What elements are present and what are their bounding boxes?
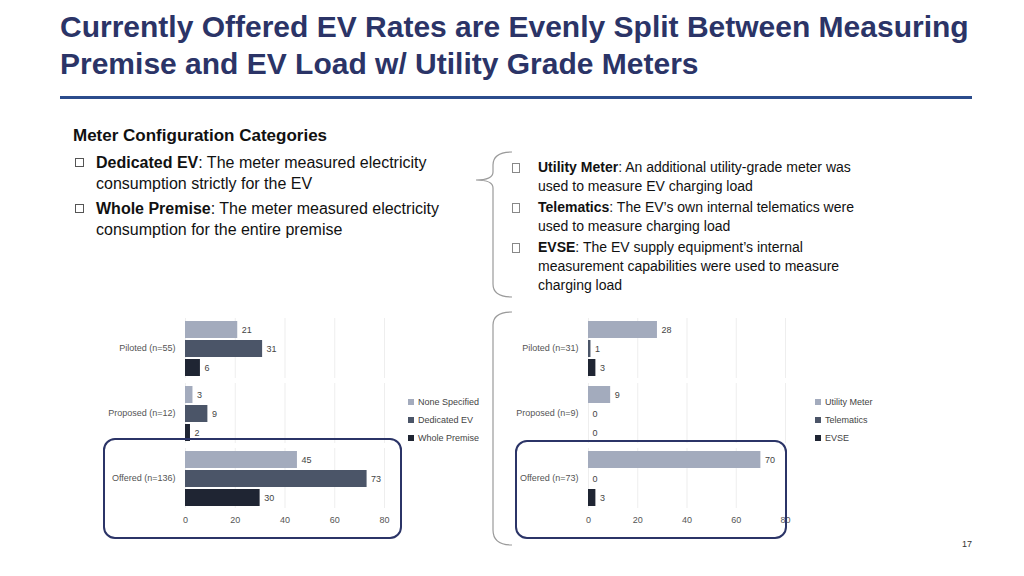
svg-text:60: 60 xyxy=(330,515,340,525)
svg-text:0: 0 xyxy=(593,474,598,484)
html-text:Utility Meter: Utility Meter xyxy=(825,397,873,407)
svg-text:Offered (n=136): Offered (n=136) xyxy=(112,473,176,483)
svg-text:Proposed (n=12): Proposed (n=12) xyxy=(108,408,175,418)
svg-text:2: 2 xyxy=(194,428,199,438)
svg-text:0: 0 xyxy=(183,515,188,525)
svg-text:20: 20 xyxy=(633,515,643,525)
html-text:EVSE: EVSE xyxy=(825,433,849,443)
html-text:Utility Meter: An additional u: Utility Meter: An additional utility-gra… xyxy=(538,159,851,194)
html-text:Dedicated EV: Dedicated EV xyxy=(418,415,473,425)
svg-text:9: 9 xyxy=(615,390,620,400)
html-text:Meter Configuration Categories: Meter Configuration Categories xyxy=(73,126,328,145)
html-text:EVSE: The EV supply equipment’: EVSE: The EV supply equipment’s internal… xyxy=(538,239,840,293)
svg-text:80: 80 xyxy=(780,515,790,525)
svg-text:3: 3 xyxy=(197,390,202,400)
html-text:Dedicated EV: The meter measur: Dedicated EV: The meter measured electri… xyxy=(96,154,427,192)
svg-text:21: 21 xyxy=(242,325,252,335)
svg-text:0: 0 xyxy=(586,515,591,525)
svg-text:73: 73 xyxy=(371,474,381,484)
svg-text:3: 3 xyxy=(600,493,605,503)
svg-text:0: 0 xyxy=(593,428,598,438)
svg-text:31: 31 xyxy=(267,344,277,354)
html-text:Telematics: The EV’s own inter: Telematics: The EV’s own internal telema… xyxy=(538,199,854,234)
html-text:None Specified: None Specified xyxy=(418,397,479,407)
html-text:Currently Offered EV Rates are: Currently Offered EV Rates are Evenly Sp… xyxy=(60,10,969,80)
svg-text:9: 9 xyxy=(212,409,217,419)
svg-text:6: 6 xyxy=(204,363,209,373)
svg-text:20: 20 xyxy=(230,515,240,525)
html-text:Whole Premise: The meter measu: Whole Premise: The meter measured electr… xyxy=(96,200,439,238)
svg-text:80: 80 xyxy=(379,515,389,525)
svg-text:Proposed (n=9): Proposed (n=9) xyxy=(516,408,578,418)
svg-text:45: 45 xyxy=(301,455,311,465)
svg-text:1: 1 xyxy=(595,344,600,354)
html-text:Whole Premise: Whole Premise xyxy=(418,433,479,443)
svg-text:30: 30 xyxy=(264,493,274,503)
svg-text:40: 40 xyxy=(682,515,692,525)
svg-text:40: 40 xyxy=(280,515,290,525)
svg-text:70: 70 xyxy=(765,455,775,465)
html-text:Telematics: Telematics xyxy=(825,415,868,425)
svg-text:Piloted (n=31): Piloted (n=31) xyxy=(522,343,578,353)
svg-text:28: 28 xyxy=(661,325,671,335)
svg-text:Offered (n=73): Offered (n=73) xyxy=(520,473,579,483)
html-text:17: 17 xyxy=(962,539,972,549)
svg-text:3: 3 xyxy=(600,363,605,373)
svg-text:60: 60 xyxy=(731,515,741,525)
svg-text:0: 0 xyxy=(593,409,598,419)
svg-text:Piloted (n=55): Piloted (n=55) xyxy=(119,343,175,353)
